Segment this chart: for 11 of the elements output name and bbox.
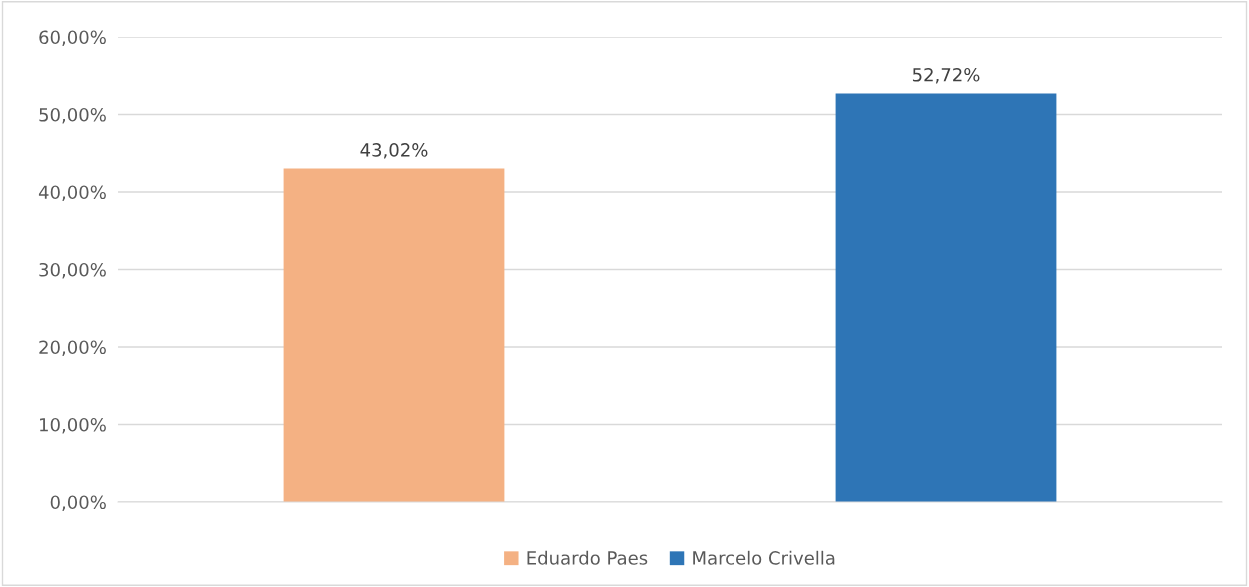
- data-label: 43,02%: [360, 143, 428, 159]
- y-tick-label: 20,00%: [39, 340, 106, 356]
- y-tick-label: 40,00%: [38, 185, 106, 201]
- y-tick-label: 50,00%: [39, 107, 106, 124]
- y-tick-label: 30,00%: [39, 262, 106, 279]
- data-label: 52,72%: [912, 67, 980, 84]
- y-tick-label: 10,00%: [40, 417, 106, 434]
- legend-label: Marcelo Crivella: [693, 550, 835, 565]
- legend-label: Eduardo Paes: [527, 550, 648, 565]
- y-tick-label: 60,00%: [39, 30, 106, 46]
- y-tick-label: 0,00%: [50, 495, 106, 511]
